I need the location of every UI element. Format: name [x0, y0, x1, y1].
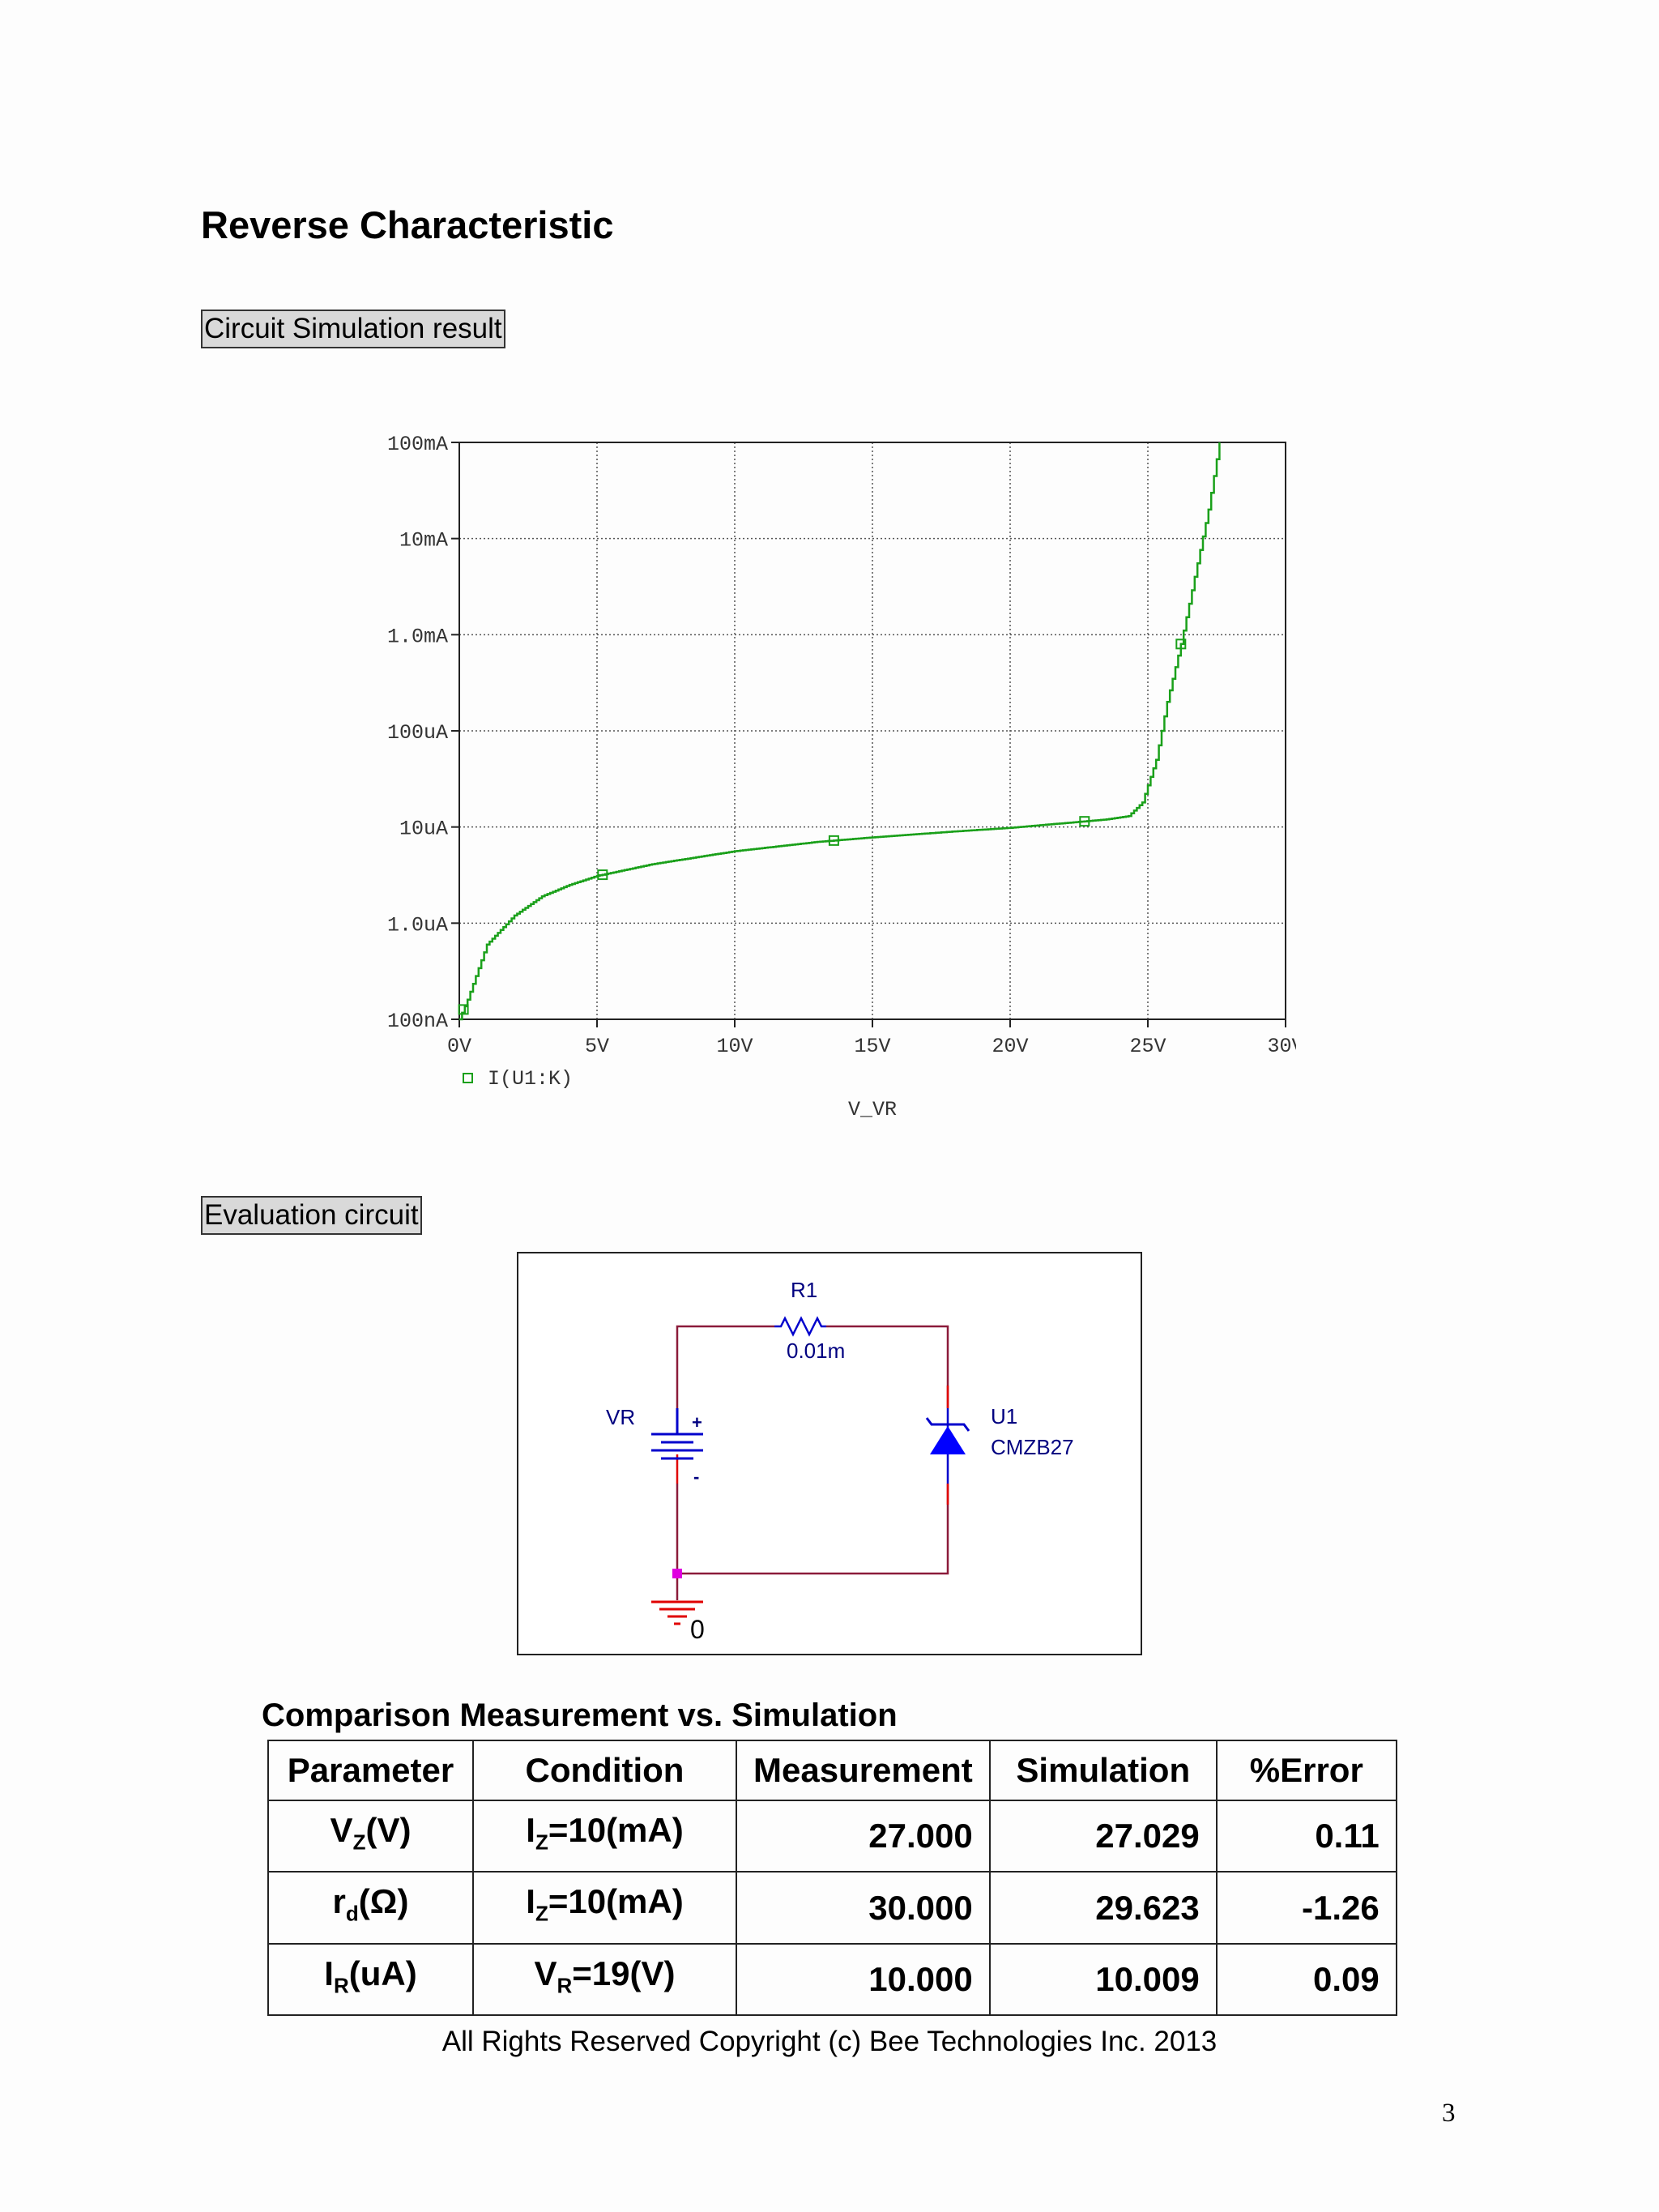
- section-label-evaluation: Evaluation circuit: [201, 1196, 422, 1235]
- comparison-table: Parameter Condition Measurement Simulati…: [267, 1740, 1397, 2017]
- y-tick-label: 100nA: [387, 1010, 448, 1033]
- page-title: Reverse Characteristic: [201, 203, 614, 246]
- header-measurement: Measurement: [736, 1740, 991, 1801]
- measurement-cell: 30.000: [736, 1871, 991, 1945]
- y-axis-ticks: 100nA 1.0uA 10uA 100uA 1.0mA 10mA 100mA: [387, 433, 459, 1033]
- table-row: IR(uA) VR=19(V) 10.000 10.009 0.09: [267, 1942, 1397, 2017]
- y-tick-label: 1.0mA: [387, 625, 448, 648]
- diode-name: U1: [991, 1404, 1017, 1428]
- ground-icon: [651, 1600, 703, 1625]
- y-tick-label: 10uA: [399, 818, 448, 841]
- simulation-cell: 10.009: [988, 1942, 1218, 2017]
- series-markers: [458, 638, 1187, 1015]
- r1-value: 0.01m: [787, 1339, 845, 1363]
- series-line-iu1k: [459, 442, 1221, 1021]
- data-point-marker: [1175, 638, 1187, 650]
- zener-diode-u1-symbol: [925, 1408, 970, 1484]
- x-tick-label: 15V: [854, 1035, 890, 1058]
- condition-cell: IZ=10(mA): [472, 1799, 737, 1873]
- page-number: 3: [1442, 2099, 1456, 2128]
- diode-part: CMZB27: [991, 1435, 1074, 1459]
- header-parameter: Parameter: [267, 1740, 474, 1801]
- error-cell: -1.26: [1215, 1871, 1397, 1945]
- condition-cell: IZ=10(mA): [472, 1871, 737, 1945]
- source-name: VR: [606, 1405, 635, 1429]
- simulation-cell: 27.029: [988, 1799, 1218, 1873]
- legend-label: I(U1:K): [488, 1067, 573, 1091]
- copyright-footer: All Rights Reserved Copyright (c) Bee Te…: [441, 2026, 1218, 2057]
- parameter-cell: IR(uA): [267, 1942, 474, 2017]
- parameter-cell: VZ(V): [267, 1799, 474, 1873]
- x-tick-label: 0V: [447, 1035, 471, 1058]
- y-tick-label: 100mA: [387, 433, 448, 456]
- source-minus: -: [693, 1467, 699, 1487]
- y-tick-label: 10mA: [399, 529, 448, 553]
- ground-label: 0: [690, 1615, 705, 1644]
- table-row: VZ(V) IZ=10(mA) 27.000 27.029 0.11: [267, 1799, 1397, 1873]
- x-tick-label: 30V: [1267, 1035, 1296, 1058]
- source-plus: +: [692, 1412, 702, 1433]
- x-tick-label: 25V: [1129, 1035, 1166, 1058]
- data-point-marker: [1079, 816, 1090, 827]
- error-cell: 0.11: [1215, 1799, 1397, 1873]
- table-row: rd(Ω) IZ=10(mA) 30.000 29.623 -1.26: [267, 1871, 1397, 1945]
- x-tick-label: 5V: [585, 1035, 609, 1058]
- error-cell: 0.09: [1215, 1942, 1397, 2017]
- ground-node-marker: [672, 1569, 682, 1578]
- measurement-cell: 27.000: [736, 1799, 991, 1873]
- voltage-source-vr-symbol: [651, 1408, 703, 1460]
- y-tick-label: 100uA: [387, 721, 448, 745]
- parameter-cell: rd(Ω): [267, 1871, 474, 1945]
- r1-name: R1: [791, 1278, 817, 1302]
- data-point-marker: [828, 835, 839, 846]
- condition-cell: VR=19(V): [472, 1942, 737, 2017]
- x-axis-ticks: 0V 5V 10V 15V 20V 25V 30V: [447, 1019, 1296, 1058]
- reverse-iv-chart: 100nA 1.0uA 10uA 100uA 1.0mA 10mA 100mA 0V 5V 10…: [387, 433, 1296, 1121]
- legend-marker: [463, 1073, 473, 1083]
- table-header-row: Parameter Condition Measurement Simulati…: [267, 1740, 1397, 1801]
- simulation-cell: 29.623: [988, 1871, 1218, 1945]
- y-tick-label: 1.0uA: [387, 913, 448, 937]
- evaluation-circuit-diagram: R1 0.01m VR + - U1 CMZB27 0: [517, 1252, 1142, 1655]
- header-condition: Condition: [472, 1740, 737, 1801]
- header-simulation: Simulation: [988, 1740, 1218, 1801]
- comparison-title: Comparison Measurement vs. Simulation: [262, 1697, 898, 1733]
- x-tick-label: 10V: [716, 1035, 753, 1058]
- x-axis-label: V_VR: [848, 1098, 897, 1121]
- circuit-frame: [517, 1252, 1142, 1655]
- data-point-marker: [597, 869, 608, 881]
- circuit-wires: [676, 1325, 949, 1600]
- x-tick-label: 20V: [992, 1035, 1028, 1058]
- resistor-r1-symbol: [774, 1316, 826, 1337]
- chart-grid: [459, 442, 1286, 1019]
- section-label-simulation: Circuit Simulation result: [201, 310, 505, 348]
- data-point-marker: [458, 1004, 469, 1015]
- measurement-cell: 10.000: [736, 1942, 991, 2017]
- header-error: %Error: [1215, 1740, 1397, 1801]
